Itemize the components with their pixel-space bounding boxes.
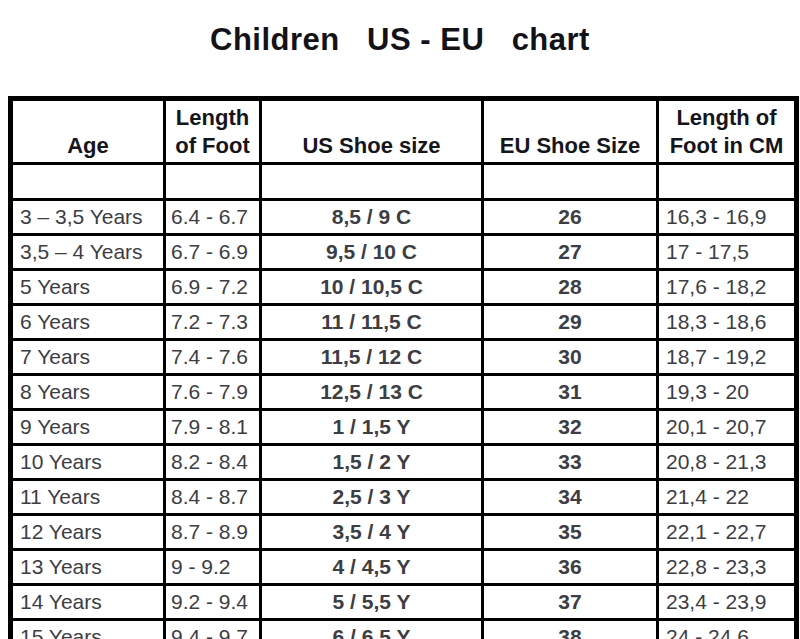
table-cell: 24 - 24,6: [658, 620, 797, 639]
table-cell: 27: [483, 235, 658, 270]
table-cell: 11 / 11,5 C: [261, 305, 483, 340]
table-cell: 3 – 3,5 Years: [11, 200, 165, 235]
table-cell: 8.2 - 8.4: [165, 445, 261, 480]
table-cell: 33: [483, 445, 658, 480]
table-cell: 10 Years: [11, 445, 165, 480]
column-header: Age: [11, 99, 165, 164]
table-cell: 35: [483, 515, 658, 550]
table-cell: 6.7 - 6.9: [165, 235, 261, 270]
table-row: 3 – 3,5 Years6.4 - 6.78,5 / 9 C2616,3 - …: [11, 200, 797, 235]
table-cell: 9 Years: [11, 410, 165, 445]
table-cell: 11,5 / 12 C: [261, 340, 483, 375]
table-cell: 21,4 - 22: [658, 480, 797, 515]
table-row: 3,5 – 4 Years6.7 - 6.99,5 / 10 C2717 - 1…: [11, 235, 797, 270]
table-cell: 10 / 10,5 C: [261, 270, 483, 305]
table-cell: 30: [483, 340, 658, 375]
column-header: Length of Foot in CM: [658, 99, 797, 164]
table-cell: 6 / 6,5 Y: [261, 620, 483, 639]
table-row: 15 Years9.4 - 9.76 / 6,5 Y3824 - 24,6: [11, 620, 797, 639]
column-header: EU Shoe Size: [483, 99, 658, 164]
table-cell: 5 / 5,5 Y: [261, 585, 483, 620]
table-cell: 19,3 - 20: [658, 375, 797, 410]
table-cell: 8.4 - 8.7: [165, 480, 261, 515]
table-row: 12 Years8.7 - 8.93,5 / 4 Y3522,1 - 22,7: [11, 515, 797, 550]
table-cell: 4 / 4,5 Y: [261, 550, 483, 585]
table-cell: 7.2 - 7.3: [165, 305, 261, 340]
table-cell: 1,5 / 2 Y: [261, 445, 483, 480]
table-cell: 20,8 - 21,3: [658, 445, 797, 480]
table-cell: 7 Years: [11, 340, 165, 375]
table-cell: 36: [483, 550, 658, 585]
spacer-cell: [261, 164, 483, 200]
table-cell: 29: [483, 305, 658, 340]
table-cell: 37: [483, 585, 658, 620]
table-cell: 12 Years: [11, 515, 165, 550]
table-cell: 32: [483, 410, 658, 445]
table-cell: 6.4 - 6.7: [165, 200, 261, 235]
table-cell: 26: [483, 200, 658, 235]
table-cell: 38: [483, 620, 658, 639]
table-cell: 6 Years: [11, 305, 165, 340]
table-cell: 17 - 17,5: [658, 235, 797, 270]
size-chart-table: AgeLength of FootUS Shoe sizeEU Shoe Siz…: [8, 96, 799, 639]
column-header: US Shoe size: [261, 99, 483, 164]
spacer-cell: [483, 164, 658, 200]
table-cell: 8 Years: [11, 375, 165, 410]
table-cell: 1 / 1,5 Y: [261, 410, 483, 445]
table-cell: 18,7 - 19,2: [658, 340, 797, 375]
table-cell: 18,3 - 18,6: [658, 305, 797, 340]
table-cell: 16,3 - 16,9: [658, 200, 797, 235]
table-row: 8 Years7.6 - 7.912,5 / 13 C3119,3 - 20: [11, 375, 797, 410]
table-cell: 9.4 - 9.7: [165, 620, 261, 639]
table-row: 5 Years6.9 - 7.210 / 10,5 C2817,6 - 18,2: [11, 270, 797, 305]
header-row: AgeLength of FootUS Shoe sizeEU Shoe Siz…: [11, 99, 797, 164]
table-cell: 7.9 - 8.1: [165, 410, 261, 445]
table-row: 13 Years9 - 9.24 / 4,5 Y3622,8 - 23,3: [11, 550, 797, 585]
table-cell: 34: [483, 480, 658, 515]
spacer-cell: [165, 164, 261, 200]
table-cell: 22,1 - 22,7: [658, 515, 797, 550]
spacer-cell: [658, 164, 797, 200]
table-cell: 6.9 - 7.2: [165, 270, 261, 305]
table-cell: 17,6 - 18,2: [658, 270, 797, 305]
table-cell: 7.4 - 7.6: [165, 340, 261, 375]
column-header: Length of Foot: [165, 99, 261, 164]
table-cell: 8,5 / 9 C: [261, 200, 483, 235]
table-cell: 31: [483, 375, 658, 410]
spacer-cell: [11, 164, 165, 200]
table-cell: 9,5 / 10 C: [261, 235, 483, 270]
table-row: 6 Years7.2 - 7.311 / 11,5 C2918,3 - 18,6: [11, 305, 797, 340]
spacer-row: [11, 164, 797, 200]
table-cell: 2,5 / 3 Y: [261, 480, 483, 515]
table-row: 11 Years8.4 - 8.72,5 / 3 Y3421,4 - 22: [11, 480, 797, 515]
table-cell: 9 - 9.2: [165, 550, 261, 585]
table-cell: 3,5 / 4 Y: [261, 515, 483, 550]
table-cell: 11 Years: [11, 480, 165, 515]
table-row: 14 Years9.2 - 9.45 / 5,5 Y3723,4 - 23,9: [11, 585, 797, 620]
page-title: Children US - EU chart: [0, 22, 800, 58]
table-cell: 23,4 - 23,9: [658, 585, 797, 620]
table-row: 9 Years7.9 - 8.11 / 1,5 Y3220,1 - 20,7: [11, 410, 797, 445]
table-cell: 9.2 - 9.4: [165, 585, 261, 620]
page: Children US - EU chart AgeLength of Foot…: [0, 0, 800, 639]
table-cell: 20,1 - 20,7: [658, 410, 797, 445]
table-cell: 15 Years: [11, 620, 165, 639]
table-cell: 12,5 / 13 C: [261, 375, 483, 410]
table-cell: 3,5 – 4 Years: [11, 235, 165, 270]
table-row: 10 Years8.2 - 8.41,5 / 2 Y3320,8 - 21,3: [11, 445, 797, 480]
table-cell: 13 Years: [11, 550, 165, 585]
table-cell: 5 Years: [11, 270, 165, 305]
table-cell: 22,8 - 23,3: [658, 550, 797, 585]
table-body: 3 – 3,5 Years6.4 - 6.78,5 / 9 C2616,3 - …: [11, 200, 797, 639]
table-cell: 14 Years: [11, 585, 165, 620]
table-row: 7 Years7.4 - 7.611,5 / 12 C3018,7 - 19,2: [11, 340, 797, 375]
table-cell: 28: [483, 270, 658, 305]
table-cell: 7.6 - 7.9: [165, 375, 261, 410]
table-cell: 8.7 - 8.9: [165, 515, 261, 550]
